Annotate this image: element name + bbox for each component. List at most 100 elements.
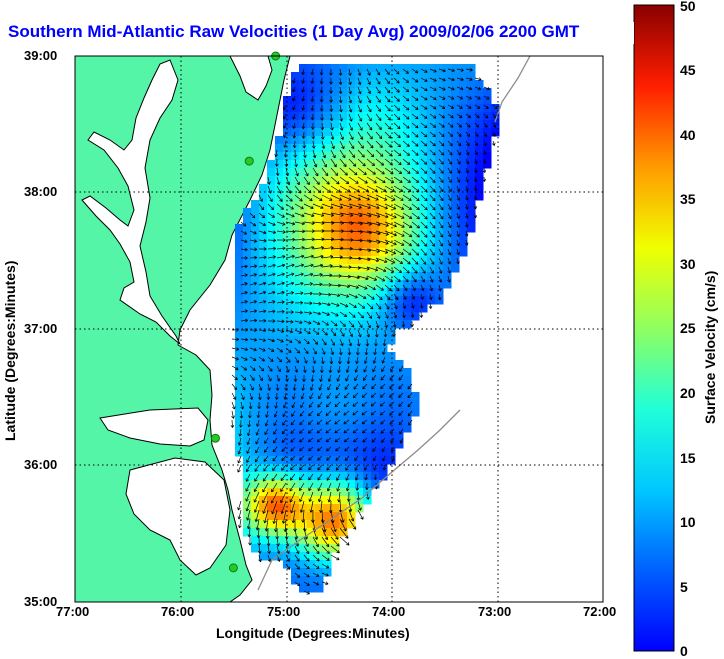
velocity-arrow <box>301 383 305 391</box>
velocity-cell <box>379 240 388 249</box>
velocity-cell <box>259 400 268 409</box>
velocity-arrow <box>310 113 315 121</box>
velocity-arrow <box>231 347 240 351</box>
velocity-cell <box>275 544 284 553</box>
velocity-cell <box>467 80 476 89</box>
velocity-cell <box>307 200 316 209</box>
velocity-cell <box>411 304 420 313</box>
velocity-arrow <box>357 95 362 104</box>
velocity-arrow <box>271 500 278 515</box>
velocity-arrow <box>310 374 315 382</box>
velocity-cell <box>315 216 324 225</box>
delaware-bay <box>229 56 273 101</box>
velocity-cell <box>323 472 332 481</box>
velocity-cell <box>267 552 276 561</box>
velocity-arrow <box>240 239 248 244</box>
velocity-cell <box>395 72 404 81</box>
velocity-arrow <box>339 320 346 327</box>
velocity-cell <box>355 440 364 449</box>
velocity-arrow <box>447 68 455 73</box>
velocity-arrow <box>272 437 278 444</box>
velocity-arrow <box>474 131 479 137</box>
velocity-arrow <box>264 437 269 444</box>
velocity-arrow <box>327 374 332 382</box>
velocity-arrow <box>380 374 386 381</box>
velocity-cell <box>283 344 292 353</box>
velocity-arrow <box>318 491 323 503</box>
velocity-cell <box>235 240 244 249</box>
velocity-arrow <box>375 104 382 112</box>
velocity-cell <box>299 544 308 553</box>
velocity-cell <box>275 440 284 449</box>
velocity-cell <box>331 96 340 105</box>
velocity-arrow <box>375 266 387 273</box>
velocity-cell <box>299 232 308 241</box>
velocity-arrow <box>258 264 267 268</box>
velocity-arrow <box>382 464 387 471</box>
velocity-cell <box>435 136 444 145</box>
velocity-arrow <box>316 410 323 417</box>
velocity-arrow <box>402 158 411 165</box>
velocity-cell <box>459 152 468 161</box>
velocity-arrow <box>411 86 419 92</box>
velocity-cell <box>387 456 396 465</box>
velocity-arrow <box>334 419 341 425</box>
velocity-arrow <box>237 509 242 520</box>
velocity-cell <box>307 264 316 273</box>
velocity-arrow <box>321 329 328 336</box>
velocity-cell <box>435 288 444 297</box>
velocity-arrow <box>372 446 377 452</box>
velocity-arrow <box>290 500 296 514</box>
velocity-arrow <box>275 167 280 176</box>
velocity-cell <box>355 296 364 305</box>
velocity-cell <box>347 304 356 313</box>
velocity-cell <box>355 256 364 265</box>
velocity-arrow <box>389 374 395 381</box>
velocity-cell <box>259 248 268 257</box>
velocity-arrow <box>245 464 251 473</box>
velocity-arrow <box>357 140 364 149</box>
velocity-cell <box>235 224 244 233</box>
velocity-cell <box>403 280 412 289</box>
velocity-arrow <box>303 212 315 218</box>
velocity-arrow <box>271 473 278 482</box>
velocity-cell <box>427 224 436 233</box>
velocity-arrow <box>438 86 446 91</box>
velocity-cell <box>419 192 428 201</box>
map-title: Southern Mid-Atlantic Raw Velocities (1 … <box>8 22 580 41</box>
velocity-cell <box>387 64 396 73</box>
velocity-cell <box>371 120 380 129</box>
velocity-cell <box>307 536 316 545</box>
velocity-arrow <box>312 263 324 268</box>
velocity-arrow <box>339 212 354 217</box>
velocity-arrow <box>375 239 389 245</box>
velocity-cell <box>411 296 420 305</box>
velocity-arrow <box>465 104 472 109</box>
velocity-cell <box>307 256 316 265</box>
velocity-cell <box>323 232 332 241</box>
velocity-arrow <box>330 176 340 185</box>
velocity-arrow <box>300 401 305 409</box>
velocity-cell <box>347 288 356 297</box>
velocity-cell <box>339 432 348 441</box>
velocity-cell <box>411 232 420 241</box>
velocity-cell <box>371 304 380 313</box>
velocity-arrow <box>231 337 240 342</box>
velocity-arrow <box>276 203 284 210</box>
velocity-arrow <box>294 329 302 334</box>
velocity-arrow <box>319 374 323 382</box>
velocity-cell <box>315 512 324 521</box>
velocity-cell <box>331 280 340 289</box>
velocity-arrow <box>465 158 470 165</box>
velocity-cell <box>291 240 300 249</box>
velocity-cell <box>267 464 276 473</box>
velocity-cell <box>347 216 356 225</box>
velocity-cell <box>387 440 396 449</box>
velocity-cell <box>371 392 380 401</box>
velocity-cell <box>299 416 308 425</box>
velocity-cell <box>355 240 364 249</box>
velocity-cell <box>243 416 252 425</box>
velocity-cell <box>291 192 300 201</box>
velocity-cell <box>347 392 356 401</box>
velocity-cell <box>371 472 380 481</box>
